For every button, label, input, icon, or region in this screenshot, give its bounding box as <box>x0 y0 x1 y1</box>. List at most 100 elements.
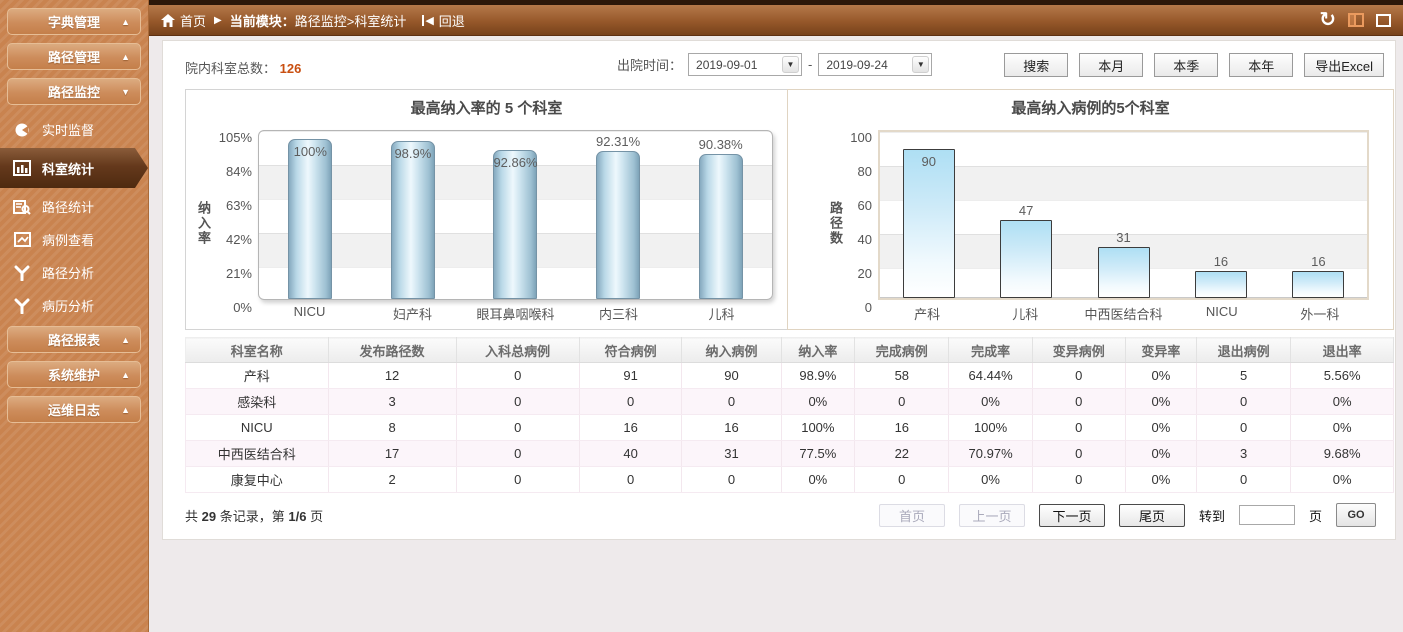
bars: 100% 98.9% 92.86% 92.31% 90.38% <box>259 131 772 299</box>
home-link[interactable]: 首页 <box>161 11 206 30</box>
table-cell: 0% <box>781 388 856 415</box>
table-cell: 0 <box>854 466 950 493</box>
sidebar: 字典管理 ▲ 路径管理 ▲ 路径监控 ▼ 实时监督 科室统计 路径统计 病例查看 <box>0 0 149 632</box>
maximize-icon[interactable] <box>1376 13 1391 27</box>
bar-value-label: 16 <box>1311 254 1326 270</box>
bar-NICU <box>1194 271 1247 298</box>
y-axis-tick: 100 <box>850 129 872 145</box>
refresh-icon[interactable]: ↻ <box>1319 9 1336 31</box>
table-header-row: 科室名称 发布路径数 入科总病例 符合病例 纳入病例 纳入率 完成病例 完成率 变异病例 变异率退… <box>185 337 1394 363</box>
table-header-cell: 退出率 <box>1290 337 1394 363</box>
split-pane-icon[interactable] <box>1348 13 1364 27</box>
bar-slot: 98.9% <box>362 131 465 299</box>
this-month-button[interactable]: 本月 <box>1079 53 1144 77</box>
bar-slot: 31 <box>1075 132 1172 298</box>
bar-value-label: 16 <box>1213 254 1229 270</box>
prev-page-button[interactable]: 上一页 <box>958 503 1025 527</box>
sidebar-group-path-report[interactable]: 路径报表 ▲ <box>7 326 141 353</box>
this-year-button[interactable]: 本年 <box>1229 53 1294 77</box>
sidebar-group-dict[interactable]: 字典管理 ▲ <box>7 8 141 35</box>
first-page-button[interactable]: 首页 <box>878 503 945 527</box>
dept-total-value: 126 <box>279 61 302 76</box>
go-button[interactable]: GO <box>1336 503 1376 527</box>
table-cell: 0 <box>1196 466 1292 493</box>
bar-NICU <box>288 139 333 299</box>
x-axis-labels: NICU 妇产科 眼耳鼻咽喉科 内三科 儿科 <box>258 304 773 323</box>
y-axis-tick: 80 <box>857 163 872 179</box>
sidebar-item-label: 科室统计 <box>42 161 95 177</box>
chart-top-admission-cases: 最高纳入病例的5个科室 路径数 100 80 60 40 20 0 90 47 31 16 16 … <box>787 89 1394 330</box>
bar-slot: 16 <box>1270 132 1367 298</box>
table-cell: 0% <box>1290 414 1394 441</box>
last-page-button[interactable]: 尾页 <box>1118 503 1185 527</box>
bar-slot: 90 <box>880 132 977 298</box>
sidebar-item-path-analysis[interactable]: 路径分析 <box>0 256 148 289</box>
date-from-select[interactable]: 2019-09-01 ▼ <box>688 53 803 76</box>
table-cell: 0 <box>1032 466 1126 493</box>
date-to-select[interactable]: 2019-09-24 ▼ <box>818 53 933 76</box>
bar-儿科 <box>1000 219 1053 298</box>
table-cell: 0 <box>1032 440 1126 467</box>
bar-value-label: 90 <box>921 153 936 169</box>
table-cell: 0 <box>456 466 580 493</box>
content-panel: 院内科室总数： 126 出院时间： 2019-09-01 ▼ - 2019-09… <box>162 40 1396 540</box>
sidebar-group-system-maintain[interactable]: 系统维护 ▲ <box>7 361 141 388</box>
table-cell: 0% <box>1290 388 1394 415</box>
y-axis-tick: 60 <box>857 197 872 213</box>
table-cell: 0 <box>681 466 782 493</box>
bar-儿科 <box>698 154 743 299</box>
y-axis-ticks: 105% 84% 63% 42% 21% 0% <box>212 131 258 315</box>
sidebar-item-label: 路径统计 <box>42 200 95 215</box>
breadcrumb: 当前模块：路径监控>科室统计 <box>230 11 407 30</box>
plot-area: 100% 98.9% 92.86% 92.31% 90.38% <box>258 130 773 300</box>
sidebar-group-path-monitor[interactable]: 路径监控 ▼ <box>7 78 141 105</box>
dept-stats-table-wrap: 科室名称 发布路径数 入科总病例 符合病例 纳入病例 纳入率 完成病例 完成率 变异病例 变异率退… <box>185 337 1394 493</box>
table-cell: 0 <box>1032 388 1126 415</box>
collapse-arrow-icon: ▲ <box>121 404 130 415</box>
export-excel-button[interactable]: 导出Excel <box>1304 53 1384 77</box>
sidebar-item-label: 病历分析 <box>42 299 95 314</box>
table-cell: 0 <box>456 414 580 441</box>
table-cell: 0 <box>1196 388 1292 415</box>
plot-area: 90 47 31 16 16 <box>878 130 1369 300</box>
sidebar-group-label: 系统维护 <box>47 368 100 383</box>
sidebar-item-record-analysis[interactable]: 病历分析 <box>0 289 148 322</box>
table-cell: 0 <box>1032 362 1126 389</box>
module-label: 当前模块： <box>229 13 295 29</box>
this-quarter-button[interactable]: 本季 <box>1154 53 1219 77</box>
sidebar-item-label: 路径分析 <box>42 266 95 281</box>
back-link[interactable]: ◀ 回退 <box>422 11 465 30</box>
search-button[interactable]: 搜索 <box>1004 53 1069 77</box>
sidebar-group-path-mgmt[interactable]: 路径管理 ▲ <box>7 43 141 70</box>
chart-title: 最高纳入率的 5 个科室 <box>410 100 563 117</box>
x-axis-label: 眼耳鼻咽喉科 <box>476 307 555 322</box>
table-row: 康复中心 2 0 0 0 0% 0 0% 0 0% 0 0% <box>185 466 1394 493</box>
x-axis-label: 外一科 <box>1300 307 1340 322</box>
y-axis-tick: 84% <box>225 163 252 179</box>
sidebar-item-path-stats[interactable]: 路径统计 <box>0 190 148 223</box>
sidebar-group-ops-log[interactable]: 运维日志 ▲ <box>7 396 141 423</box>
table-cell: 0% <box>948 466 1033 493</box>
discharge-date-filter: 出院时间： 2019-09-01 ▼ - 2019-09-24 ▼ <box>617 53 933 76</box>
bars: 90 47 31 16 16 <box>880 132 1367 298</box>
table-cell: 0% <box>948 388 1033 415</box>
bar-value-label: 90.38% <box>698 137 743 153</box>
dept-stats-icon <box>12 159 32 177</box>
table-cell: 感染科 <box>185 388 329 415</box>
table-cell: 90 <box>681 362 782 389</box>
sidebar-item-dept-stats[interactable]: 科室统计 <box>0 148 148 188</box>
next-page-button[interactable]: 下一页 <box>1038 503 1105 527</box>
sidebar-item-case-view[interactable]: 病例查看 <box>0 223 148 256</box>
goto-page-input[interactable] <box>1238 505 1295 525</box>
bar-value-label: 47 <box>1018 202 1034 218</box>
goto-label: 转到 <box>1198 508 1225 524</box>
table-cell: 9.68% <box>1290 440 1394 467</box>
bar-内三科 <box>596 151 641 299</box>
sidebar-item-realtime-monitor[interactable]: 实时监督 <box>0 113 148 146</box>
breadcrumb-bar: 首页 ▶ 当前模块：路径监控>科室统计 ◀ 回退 ↻ <box>149 5 1403 36</box>
bar-value-label: 92.86% <box>493 155 538 171</box>
sidebar-group-label: 字典管理 <box>47 15 100 30</box>
table-cell: 100% <box>948 414 1033 441</box>
table-cell: 0 <box>579 466 683 493</box>
table-cell: 77.5% <box>781 440 856 467</box>
